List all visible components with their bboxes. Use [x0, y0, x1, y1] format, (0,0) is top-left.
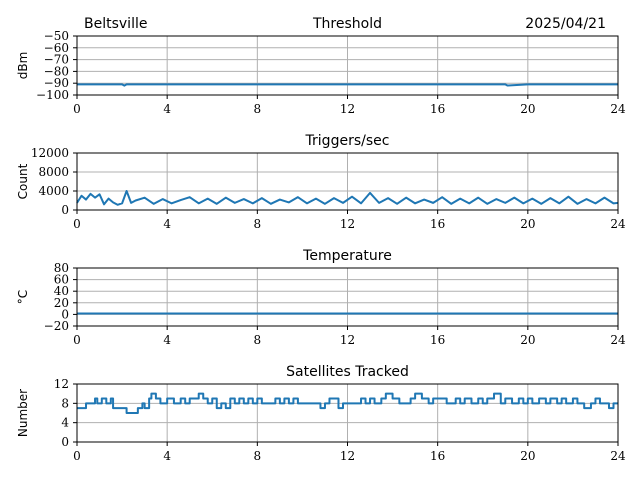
y-tick-label: 20 — [54, 296, 69, 310]
y-tick-label: 80 — [54, 261, 69, 275]
chart-title: Temperature — [302, 248, 392, 264]
y-tick-label: −50 — [44, 29, 69, 43]
x-tick-label: 24 — [610, 217, 626, 231]
x-tick-label: 12 — [340, 102, 355, 116]
x-tick-label: 0 — [73, 449, 81, 463]
y-tick-label: −90 — [44, 76, 69, 90]
y-axis-label: Number — [16, 389, 30, 437]
x-tick-label: 12 — [340, 333, 355, 347]
x-tick-label: 24 — [610, 333, 626, 347]
x-tick-label: 0 — [73, 333, 81, 347]
y-tick-label: −70 — [44, 53, 69, 67]
chart-panel-2: 0 4 8 12 16 20 24 0 4000 8000 12000 Triggers/sec Cou… — [16, 133, 626, 231]
y-tick-label: −80 — [44, 64, 69, 78]
y-tick-label: 60 — [54, 273, 69, 287]
x-tick-label: 20 — [520, 333, 535, 347]
y-axis-label: Count — [16, 163, 30, 199]
x-tick-label: 24 — [610, 102, 626, 116]
chart-panel-1: 0 4 8 12 16 20 24 −100−90−80−70−60−50 Threshold d… — [16, 16, 626, 116]
y-tick-label: 0 — [61, 307, 69, 321]
x-tick-label: 8 — [254, 217, 262, 231]
y-tick-label: −60 — [44, 41, 69, 55]
x-tick-label: 8 — [254, 102, 262, 116]
x-tick-label: 16 — [430, 217, 445, 231]
x-tick-label: 20 — [520, 217, 535, 231]
x-tick-label: 0 — [73, 102, 81, 116]
x-tick-label: 24 — [610, 449, 626, 463]
header-station-label: Beltsville — [84, 16, 147, 32]
x-tick-label: 20 — [520, 102, 535, 116]
chart-title: Satellites Tracked — [286, 364, 409, 380]
y-axis-label: °C — [16, 290, 30, 304]
x-tick-label: 16 — [430, 449, 445, 463]
chart-title: Triggers/sec — [305, 133, 390, 149]
y-tick-label: −20 — [44, 319, 69, 333]
y-axis-label: dBm — [16, 52, 30, 80]
x-tick-label: 4 — [163, 217, 171, 231]
chart-panels: 0 4 8 12 16 20 24 −100−90−80−70−60−50 Threshold d… — [16, 16, 626, 463]
y-tick-label: 4 — [61, 416, 69, 430]
y-tick-label: 8 — [61, 396, 69, 410]
chart-panel-4: 0 4 8 12 16 20 24 0 4 8 12 Satellites Tracked Number — [16, 364, 626, 463]
x-tick-label: 20 — [520, 449, 535, 463]
x-tick-label: 4 — [163, 333, 171, 347]
y-tick-label: 12 — [54, 377, 69, 391]
chart-title: Threshold — [312, 16, 382, 32]
x-tick-label: 4 — [163, 449, 171, 463]
x-tick-label: 12 — [340, 449, 355, 463]
header-date-label: 2025/04/21 — [525, 16, 606, 32]
y-tick-label: 12000 — [31, 146, 69, 160]
data-series-line — [77, 83, 618, 87]
x-tick-label: 12 — [340, 217, 355, 231]
data-series-line — [76, 190, 619, 206]
x-tick-label: 8 — [254, 449, 262, 463]
x-tick-label: 4 — [163, 102, 171, 116]
y-tick-label: 0 — [61, 435, 69, 449]
x-tick-label: 8 — [254, 333, 262, 347]
y-tick-label: 40 — [54, 284, 69, 298]
y-tick-label: 0 — [61, 203, 69, 217]
y-tick-label: −100 — [36, 88, 69, 102]
data-series-line — [77, 392, 618, 414]
y-tick-label: 4000 — [38, 184, 69, 198]
y-tick-label: 8000 — [38, 165, 69, 179]
x-tick-label: 0 — [73, 217, 81, 231]
x-tick-label: 16 — [430, 102, 445, 116]
x-tick-label: 16 — [430, 333, 445, 347]
